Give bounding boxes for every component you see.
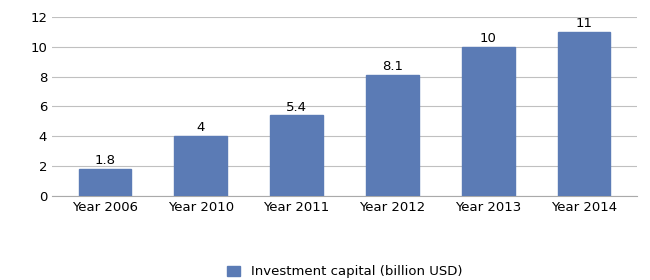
Bar bbox=[79, 169, 131, 196]
Text: 10: 10 bbox=[480, 32, 497, 45]
Legend: Investment capital (billion USD): Investment capital (billion USD) bbox=[222, 260, 467, 280]
Bar bbox=[270, 115, 323, 196]
Bar bbox=[174, 136, 227, 196]
Bar bbox=[366, 75, 419, 196]
Text: 8.1: 8.1 bbox=[382, 60, 403, 73]
Text: 11: 11 bbox=[575, 17, 593, 30]
Bar bbox=[462, 47, 515, 196]
Text: 1.8: 1.8 bbox=[94, 154, 116, 167]
Text: 4: 4 bbox=[196, 122, 205, 134]
Bar bbox=[558, 32, 610, 196]
Text: 5.4: 5.4 bbox=[286, 101, 307, 114]
